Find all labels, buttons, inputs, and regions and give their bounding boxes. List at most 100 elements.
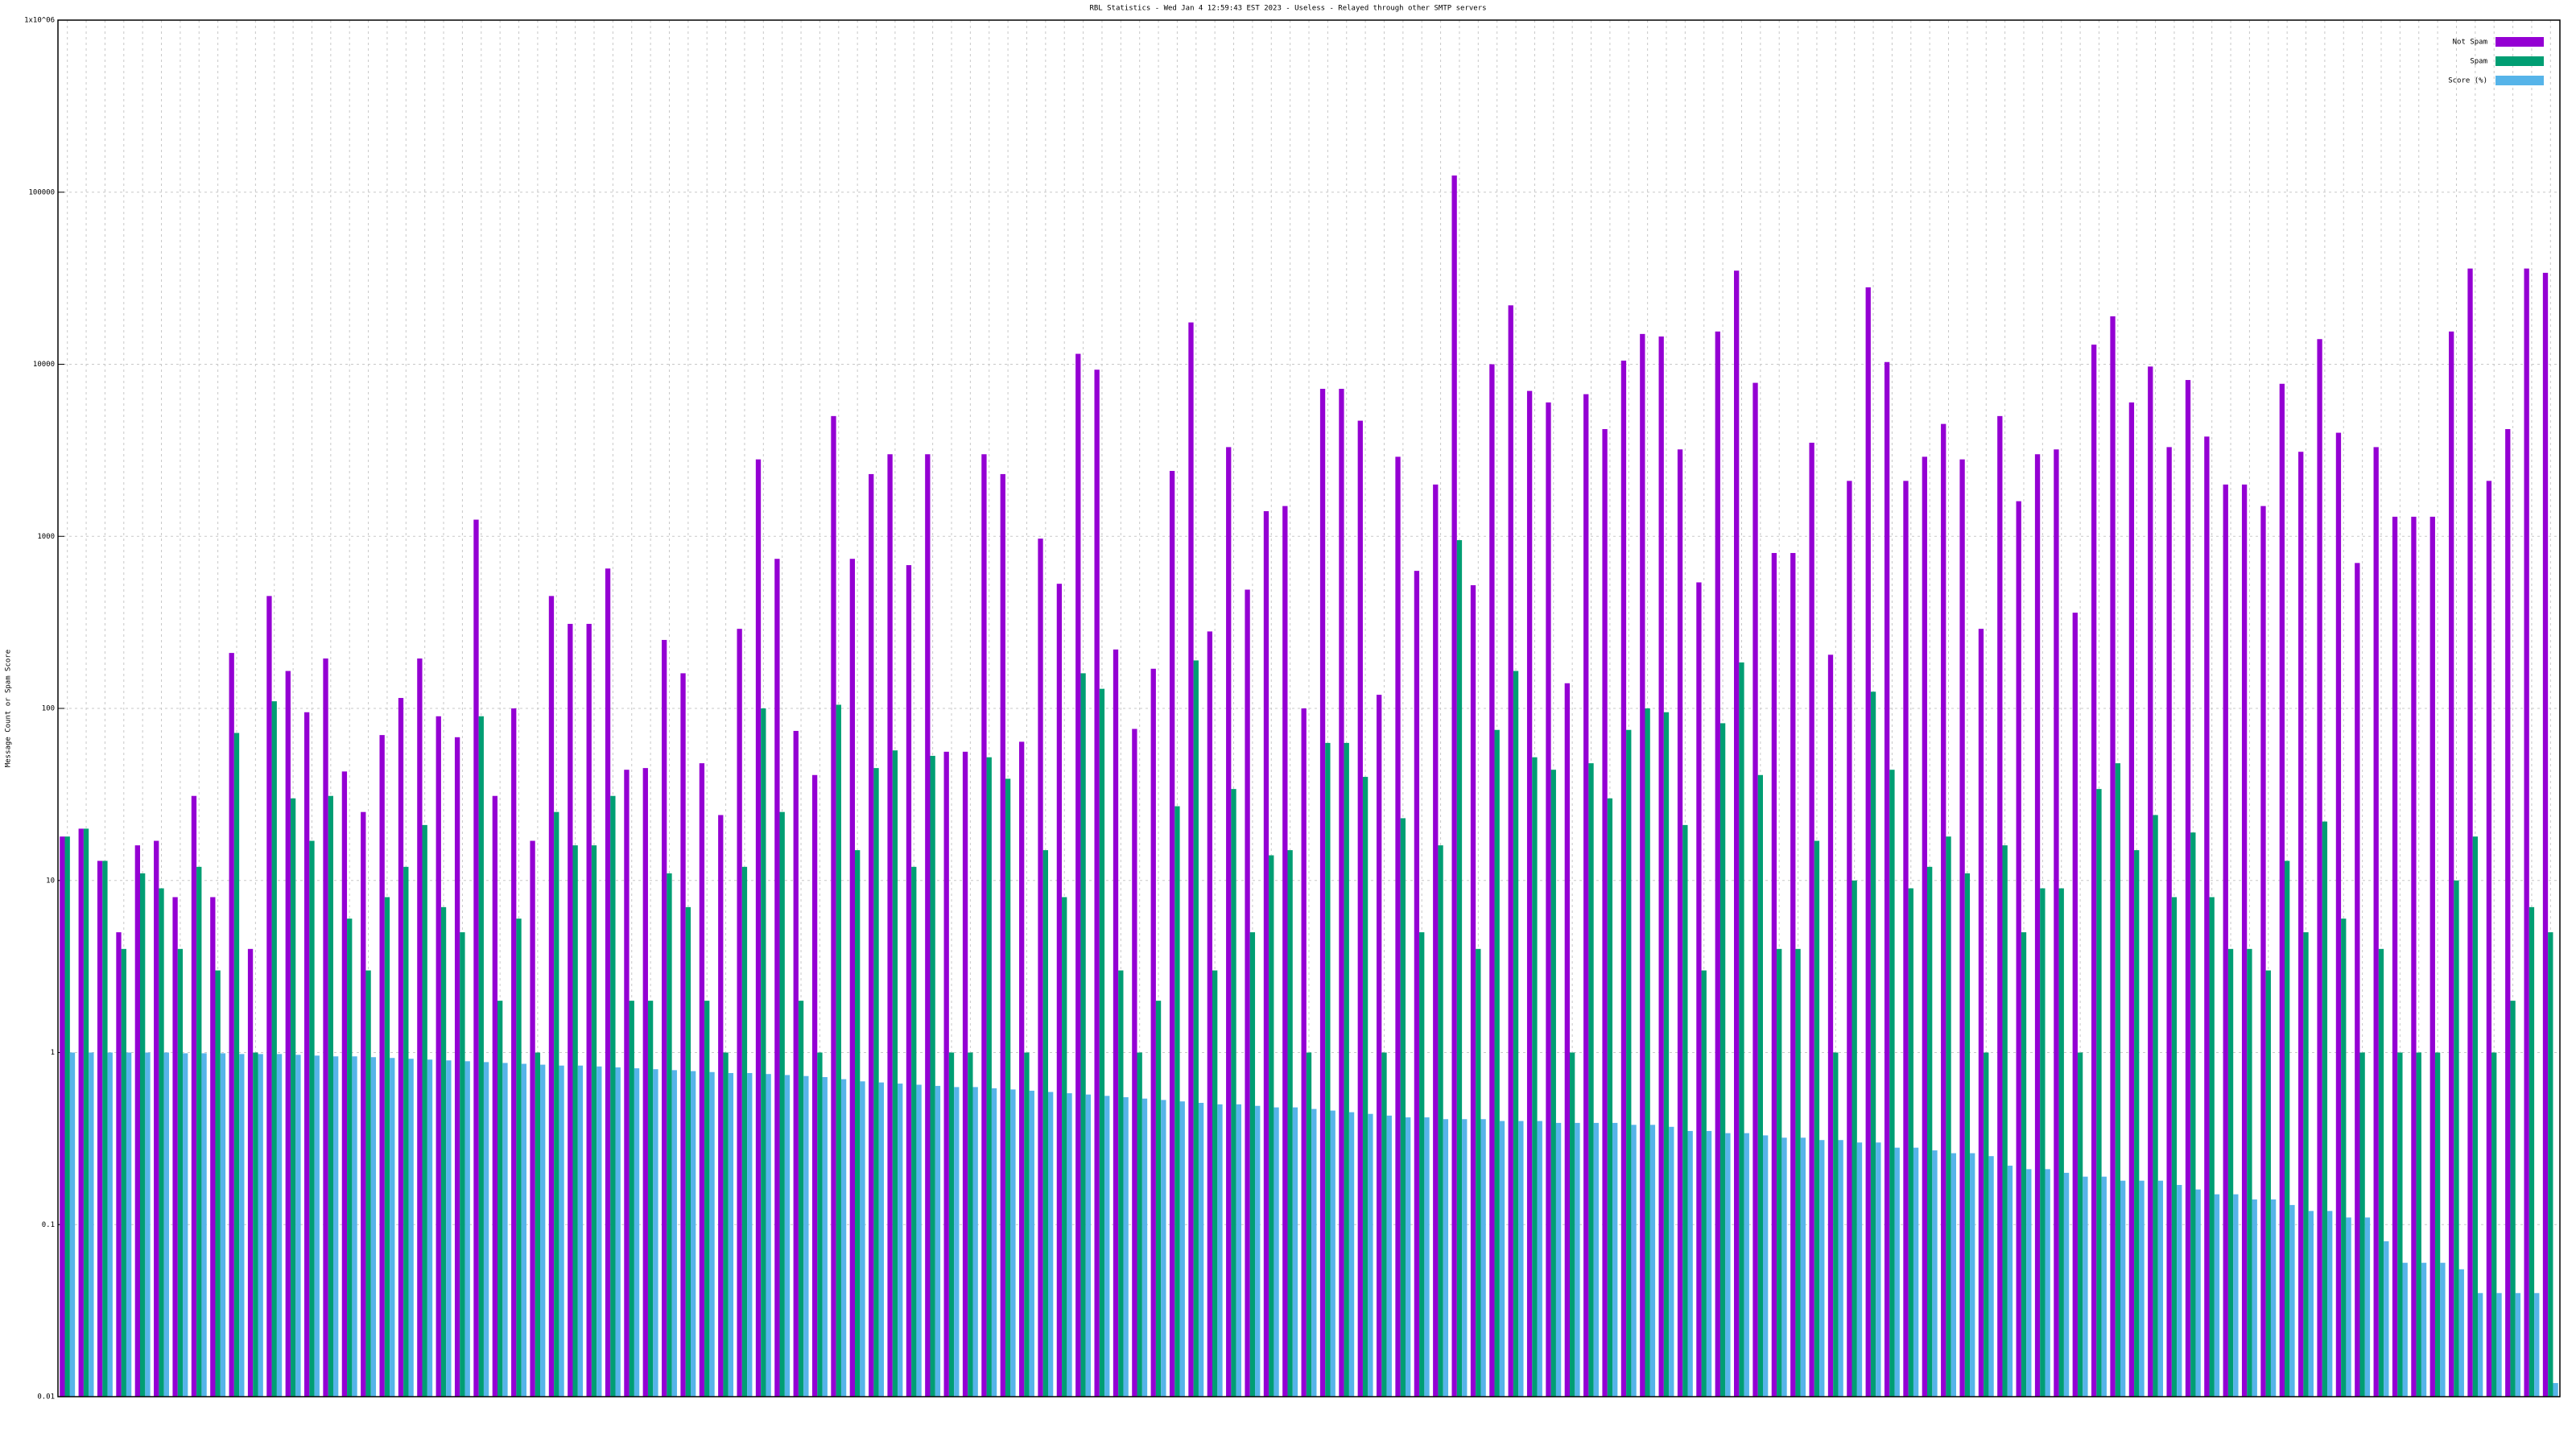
bar <box>2083 1176 2088 1397</box>
bar <box>2040 888 2046 1397</box>
bar <box>1489 364 1495 1397</box>
bar <box>446 1060 452 1397</box>
bar <box>516 919 522 1397</box>
bar <box>1405 1117 1411 1397</box>
bar <box>2384 1241 2389 1397</box>
bar <box>1997 415 2003 1397</box>
bar <box>126 1052 132 1397</box>
bar <box>2510 1001 2516 1397</box>
bar <box>690 1071 696 1397</box>
bar <box>172 897 178 1397</box>
bar <box>1546 402 1551 1397</box>
bar <box>2553 1383 2558 1397</box>
bar <box>1357 420 1363 1397</box>
bar <box>1927 866 1933 1397</box>
bar <box>440 906 447 1397</box>
bar <box>323 658 328 1397</box>
bar <box>991 1088 997 1397</box>
bar <box>1499 1121 1505 1397</box>
bar <box>1555 1122 1562 1397</box>
bar <box>1226 447 1232 1397</box>
bar <box>1570 1052 1575 1397</box>
bar <box>1620 360 1627 1397</box>
bar <box>220 1053 226 1397</box>
bar <box>1319 388 1326 1397</box>
bar <box>981 454 987 1397</box>
bar <box>379 735 385 1397</box>
bar <box>1518 1121 1524 1397</box>
bar <box>892 750 898 1397</box>
bar <box>2153 815 2158 1397</box>
bar <box>1306 1052 1312 1397</box>
bar <box>822 1076 828 1397</box>
bar <box>478 716 484 1397</box>
bar <box>408 1059 414 1397</box>
bar <box>704 1001 710 1397</box>
bar <box>1494 729 1500 1397</box>
bar <box>2285 861 2290 1397</box>
bar <box>332 1056 339 1397</box>
bar <box>97 861 103 1397</box>
bar <box>1438 845 1443 1397</box>
bar <box>811 774 818 1397</box>
bar <box>1311 1108 1317 1397</box>
bar <box>554 811 559 1397</box>
bar <box>1062 897 1067 1397</box>
bar <box>2209 897 2215 1397</box>
bar <box>2260 506 2266 1397</box>
bar <box>183 1053 188 1397</box>
bar <box>624 770 630 1397</box>
bar <box>709 1071 715 1397</box>
bar <box>134 845 141 1397</box>
y-tick-label: 10000 <box>33 361 55 369</box>
bar <box>869 473 874 1397</box>
bar <box>572 845 578 1397</box>
bar <box>266 596 272 1397</box>
bar <box>1682 824 1688 1397</box>
bar <box>1575 1122 1580 1397</box>
bar <box>2289 1204 2295 1397</box>
bar <box>597 1066 602 1397</box>
bar <box>1287 850 1293 1397</box>
legend-swatch <box>2496 76 2544 85</box>
bar <box>747 1072 753 1397</box>
bar <box>1719 723 1726 1397</box>
bar <box>1984 1052 1989 1397</box>
bar <box>2335 432 2342 1397</box>
bar <box>1005 778 1011 1397</box>
bar <box>723 1052 729 1397</box>
bar <box>1725 1133 1731 1397</box>
bar <box>1169 470 1175 1397</box>
bar <box>191 795 197 1397</box>
bar <box>1424 1117 1430 1397</box>
bar <box>774 559 780 1397</box>
bar <box>1612 1122 1618 1397</box>
bar <box>2322 821 2328 1397</box>
bar <box>737 629 742 1397</box>
bar <box>285 671 291 1397</box>
bar <box>1922 456 1928 1397</box>
bar <box>290 798 296 1397</box>
bar <box>831 415 836 1397</box>
bar <box>2241 484 2248 1397</box>
bar <box>2007 1166 2013 1397</box>
bar <box>887 454 893 1397</box>
bar <box>163 1052 169 1397</box>
bar <box>930 755 935 1397</box>
bar <box>761 708 766 1397</box>
bar <box>2402 1262 2408 1397</box>
bar <box>107 1052 113 1397</box>
bar <box>1669 1126 1674 1397</box>
bar <box>1325 742 1331 1397</box>
bar <box>2252 1199 2257 1397</box>
bar <box>2128 402 2135 1397</box>
bar <box>962 751 968 1397</box>
bar <box>215 970 221 1397</box>
bar <box>634 1068 640 1397</box>
bar <box>2429 516 2435 1397</box>
bar <box>1640 333 1645 1397</box>
bar <box>2440 1262 2446 1397</box>
bar <box>1903 481 1909 1397</box>
bar <box>1047 1092 1054 1397</box>
bar <box>1179 1101 1185 1397</box>
